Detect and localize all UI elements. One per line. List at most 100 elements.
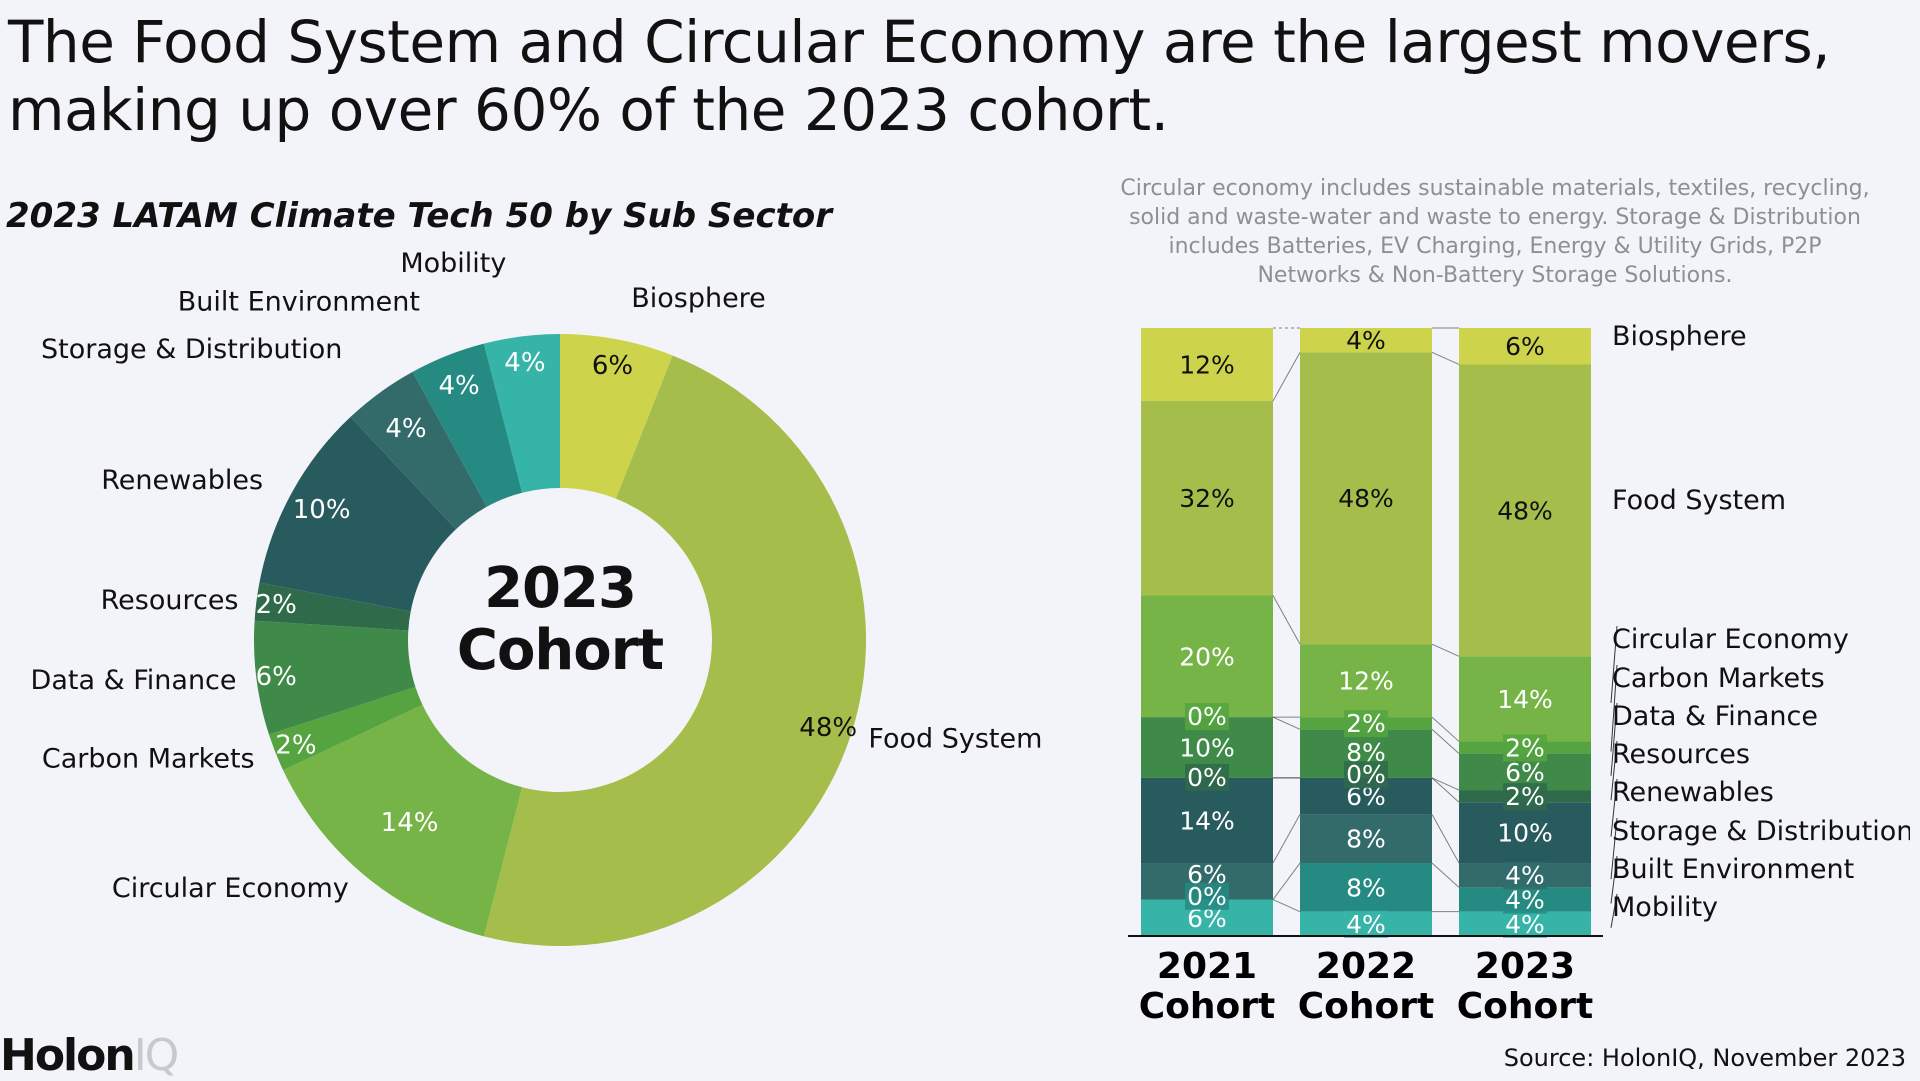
bar-value-label-group: 10% [1497, 819, 1553, 848]
bar-value-label-group: 4% [1503, 861, 1547, 890]
bar-value-label-group: 20% [1179, 642, 1235, 671]
bar-value-label: 20% [1179, 642, 1235, 671]
bar-segment-storage-and-distribution [1300, 814, 1432, 864]
connector-line [1431, 777, 1460, 803]
donut-slice-circular-economy [283, 704, 523, 937]
bar-value-label-group: 14% [1179, 806, 1235, 835]
bar-value-label: 48% [1338, 484, 1394, 513]
page-title: The Food System and Circular Economy are… [8, 8, 1831, 144]
bar-segment-circular-economy [1300, 644, 1432, 718]
bar-value-label-group: 4% [1344, 910, 1388, 939]
bar-value-label-bg [1503, 910, 1547, 938]
bar-value-label: 14% [1497, 685, 1553, 714]
legend-leader-line [1610, 817, 1618, 880]
bar-value-label: 4% [1505, 861, 1545, 890]
bar-value-label: 12% [1338, 667, 1394, 696]
legend-label-built-environment: Built Environment [1612, 854, 1854, 885]
x-tick-label-year: 2023 [1475, 946, 1575, 987]
donut-chart: 6% Biosphere 48% Food System 14% Circular Eco… [31, 248, 1042, 946]
bar-value-label-group: 8% [1346, 738, 1386, 767]
connector-line [1431, 777, 1460, 791]
donut-slice-mobility [483, 334, 560, 493]
donut-category-label: Biosphere [631, 283, 766, 314]
legend-label-data-and-finance: Data & Finance [1612, 701, 1818, 732]
bar-value-label-group: 14% [1497, 685, 1553, 714]
donut-category-label: Renewables [101, 465, 263, 496]
bar-value-label: 14% [1179, 806, 1235, 835]
legend-label-carbon-markets: Carbon Markets [1612, 663, 1825, 694]
bar-value-label-bg [1344, 910, 1388, 938]
connector-line [1272, 899, 1301, 913]
legend-leader-line [1610, 778, 1618, 837]
bar-value-label-group: 2% [1503, 734, 1547, 763]
bar-value-label: 8% [1346, 873, 1386, 902]
legend-leader-line [1610, 702, 1618, 776]
bar-value-label-group: 48% [1338, 484, 1394, 513]
bar-value-label-group: 4% [1346, 326, 1386, 355]
connector-line [1431, 716, 1460, 742]
bar-segment-food-system [1459, 364, 1591, 657]
bar-segment-biosphere [1459, 328, 1591, 365]
connector-line [1272, 595, 1301, 645]
donut-category-label: Data & Finance [31, 665, 237, 696]
bar-value-label: 6% [1187, 860, 1227, 889]
bar-value-label-group: 0% [1185, 763, 1229, 792]
bar-value-label-group: 12% [1338, 667, 1394, 696]
bar-value-label: 4% [1346, 910, 1386, 939]
donut-value-label: 2% [275, 731, 316, 761]
donut-center-year: 2023 [484, 556, 637, 621]
donut-value-label: 4% [385, 414, 426, 444]
donut-slice-renewables [259, 416, 456, 612]
stacked-bar-chart: 6%0%6%14%0%10%0%20%32%12%4%8%8%6%0%8%2%1… [1128, 321, 1910, 1027]
bar-value-label-group: 0% [1344, 760, 1388, 789]
bar-value-label-group: 4% [1503, 910, 1547, 939]
legend-label-circular-economy: Circular Economy [1612, 624, 1849, 655]
legend-label-resources: Resources [1612, 739, 1750, 770]
legend-leader-line [1610, 664, 1618, 752]
connector-line [1431, 862, 1460, 888]
bar-value-label: 0% [1187, 702, 1227, 731]
bar-segment-circular-economy [1141, 595, 1273, 718]
bar-value-label: 0% [1187, 882, 1227, 911]
donut-value-label: 14% [381, 808, 439, 838]
holoniq-logo: HolonIQ [0, 1030, 180, 1081]
bar-value-label-group: 2% [1344, 709, 1388, 738]
bar-value-label-group: 4% [1503, 886, 1547, 915]
logo-brand: Holon [0, 1030, 136, 1081]
legend-label-storage-and-distribution: Storage & Distribution [1612, 816, 1910, 847]
donut-value-label: 10% [293, 495, 351, 525]
donut-value-label: 2% [256, 590, 297, 620]
bar-value-label-group: 0% [1185, 702, 1229, 731]
donut-category-label: Circular Economy [112, 873, 349, 904]
legend-leader-line [1610, 855, 1618, 904]
bar-value-label: 8% [1346, 825, 1386, 854]
bar-value-label: 10% [1179, 734, 1235, 763]
legend-label-mobility: Mobility [1612, 892, 1718, 923]
donut-value-label: 4% [439, 371, 480, 401]
connector-line [1431, 814, 1460, 864]
connector-line [1431, 728, 1460, 754]
bar-value-label-group: 2% [1503, 782, 1547, 811]
bar-value-label: 2% [1505, 782, 1545, 811]
logo-suffix: IQ [133, 1030, 180, 1081]
donut-slice-data-and-finance [254, 620, 416, 735]
donut-slice-built-environment [412, 343, 523, 507]
bar-value-label: 2% [1346, 709, 1386, 738]
bar-value-label-group: 48% [1497, 496, 1553, 525]
bar-value-label-bg [1344, 710, 1388, 738]
bar-value-label: 4% [1505, 886, 1545, 915]
donut-slice-storage-and-distribution [350, 371, 487, 530]
x-tick-label-year: 2022 [1316, 946, 1416, 987]
bar-value-label: 12% [1179, 350, 1235, 379]
bar-value-label-bg [1503, 862, 1547, 890]
bar-value-label: 4% [1505, 910, 1545, 939]
connector-line [1272, 862, 1301, 900]
bar-value-label-group: 6% [1187, 860, 1227, 889]
bar-value-label: 4% [1346, 326, 1386, 355]
donut-category-label: Resources [101, 585, 239, 616]
bar-value-label-bg [1503, 783, 1547, 811]
donut-chart-title: 2023 LATAM Climate Tech 50 by Sub Sector [6, 196, 833, 236]
bar-segment-biosphere [1141, 328, 1273, 401]
bar-segment-food-system [1300, 352, 1432, 645]
bar-value-label-group: 6% [1505, 332, 1545, 361]
